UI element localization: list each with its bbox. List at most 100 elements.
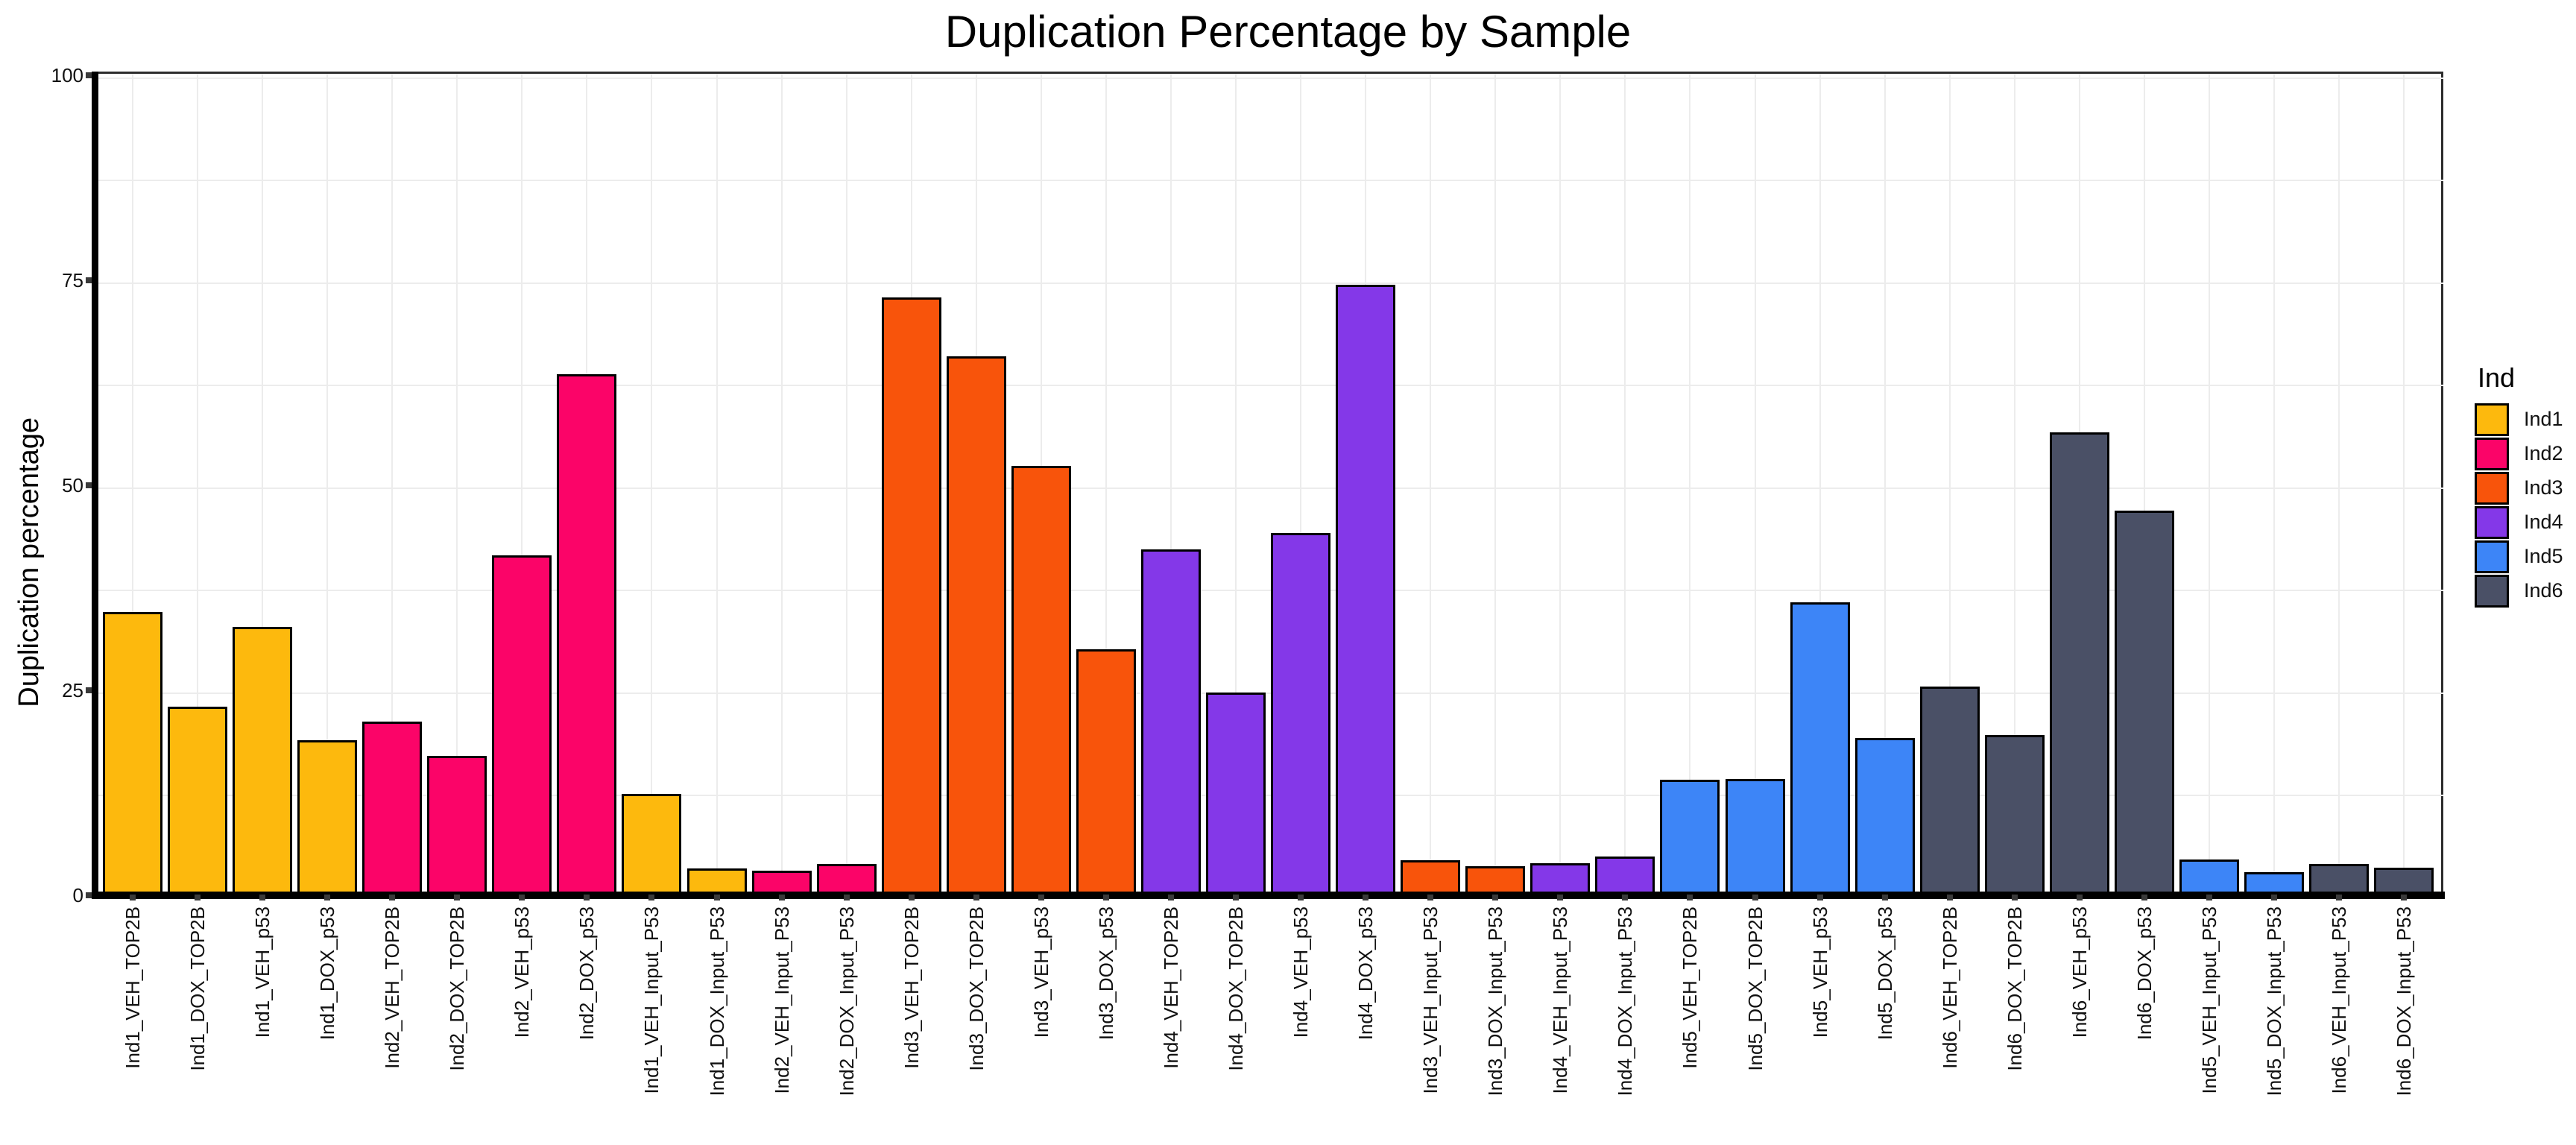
- bar-Ind1_VEH_p53: [233, 627, 292, 894]
- v-gridline: [1494, 74, 1496, 897]
- legend-swatch-Ind5: [2475, 540, 2509, 573]
- x-tick-mark: [844, 895, 850, 900]
- x-tick-label-Ind5_VEH_p53: Ind5_VEH_p53: [1809, 906, 1831, 1038]
- legend-swatch-Ind3: [2475, 471, 2509, 505]
- bar-Ind2_DOX_p53: [557, 374, 616, 894]
- x-tick-mark: [324, 895, 330, 900]
- bar-Ind3_VEH_Input_P53: [1401, 860, 1460, 894]
- x-tick-label-Ind6_DOX_TOP2B: Ind6_DOX_TOP2B: [2004, 906, 2026, 1071]
- x-tick-mark: [1427, 895, 1433, 900]
- x-tick-label-Ind4_VEH_TOP2B: Ind4_VEH_TOP2B: [1160, 906, 1182, 1069]
- x-tick-mark: [1168, 895, 1174, 900]
- legend: Ind Ind1 Ind2 Ind3 Ind4 Ind5 Ind6: [2470, 362, 2563, 610]
- v-gridline: [1105, 74, 1107, 897]
- bar-Ind6_DOX_TOP2B: [1985, 735, 2045, 894]
- bar-Ind1_VEH_TOP2B: [103, 612, 162, 894]
- bar-Ind4_VEH_TOP2B: [1141, 549, 1201, 894]
- h-gridline: [98, 78, 2443, 79]
- v-gridline: [1755, 74, 1756, 897]
- bar-Ind3_VEH_p53: [1011, 466, 1071, 894]
- x-tick-label-Ind6_VEH_Input_P53: Ind6_VEH_Input_P53: [2328, 906, 2350, 1094]
- bar-Ind6_VEH_p53: [2050, 432, 2109, 894]
- x-tick-mark: [1363, 895, 1368, 900]
- bar-Ind5_VEH_TOP2B: [1660, 780, 1720, 894]
- bar-Ind1_DOX_p53: [297, 740, 357, 894]
- x-tick-mark: [1492, 895, 1498, 900]
- x-tick-mark: [779, 895, 785, 900]
- x-tick-label-Ind5_VEH_TOP2B: Ind5_VEH_TOP2B: [1679, 906, 1701, 1069]
- x-tick-label-Ind2_DOX_Input_P53: Ind2_DOX_Input_P53: [836, 906, 858, 1097]
- v-gridline: [1689, 74, 1690, 897]
- bar-Ind1_DOX_TOP2B: [168, 707, 227, 894]
- x-tick-mark: [714, 895, 720, 900]
- x-tick-mark: [1038, 895, 1044, 900]
- x-tick-mark: [1103, 895, 1109, 900]
- legend-label: Ind2: [2524, 442, 2563, 464]
- bar-Ind6_VEH_TOP2B: [1920, 687, 1980, 894]
- x-tick-label-Ind4_VEH_p53: Ind4_VEH_p53: [1289, 906, 1312, 1038]
- v-gridline: [2273, 74, 2275, 897]
- x-tick-mark: [2206, 895, 2212, 900]
- bar-Ind3_DOX_TOP2B: [947, 356, 1006, 894]
- x-tick-label-Ind3_VEH_p53: Ind3_VEH_p53: [1030, 906, 1052, 1038]
- v-gridline: [2403, 74, 2405, 897]
- x-tick-label-Ind2_DOX_p53: Ind2_DOX_p53: [575, 906, 598, 1041]
- v-gridline: [651, 74, 652, 897]
- x-tick-label-Ind6_VEH_p53: Ind6_VEH_p53: [2068, 906, 2091, 1038]
- x-tick-mark: [2401, 895, 2407, 900]
- y-axis-title: Duplication percentage: [13, 417, 45, 707]
- y-tick-label: 25: [62, 679, 83, 701]
- bar-Ind3_VEH_TOP2B: [882, 297, 941, 894]
- x-tick-label-Ind3_DOX_p53: Ind3_DOX_p53: [1095, 906, 1117, 1041]
- x-tick-label-Ind6_DOX_Input_P53: Ind6_DOX_Input_P53: [2393, 906, 2415, 1097]
- bar-Ind4_VEH_p53: [1271, 533, 1330, 894]
- x-tick-mark: [195, 895, 201, 900]
- x-tick-label-Ind3_DOX_TOP2B: Ind3_DOX_TOP2B: [965, 906, 988, 1071]
- bar-Ind2_VEH_p53: [492, 555, 552, 894]
- h-gridline: [98, 180, 2443, 181]
- plot-panel: [98, 72, 2443, 897]
- v-gridline: [197, 74, 198, 897]
- x-tick-label-Ind4_DOX_TOP2B: Ind4_DOX_TOP2B: [1225, 906, 1247, 1071]
- x-tick-mark: [1557, 895, 1563, 900]
- x-tick-mark: [1233, 895, 1239, 900]
- v-gridline: [1300, 74, 1301, 897]
- v-gridline: [2144, 74, 2145, 897]
- x-tick-label-Ind5_DOX_p53: Ind5_DOX_p53: [1874, 906, 1896, 1041]
- x-tick-mark: [1622, 895, 1628, 900]
- v-gridline: [1235, 74, 1237, 897]
- h-gridline: [98, 283, 2443, 284]
- legend-swatch-Ind6: [2475, 574, 2509, 608]
- x-tick-mark: [648, 895, 654, 900]
- x-tick-mark: [2336, 895, 2342, 900]
- bar-Ind2_VEH_Input_P53: [752, 871, 812, 894]
- v-gridline: [2209, 74, 2210, 897]
- v-gridline: [456, 74, 458, 897]
- y-tick-mark: [86, 277, 92, 283]
- x-tick-mark: [259, 895, 265, 900]
- x-tick-mark: [519, 895, 525, 900]
- legend-item-Ind1: Ind1: [2470, 403, 2563, 436]
- x-tick-label-Ind1_DOX_TOP2B: Ind1_DOX_TOP2B: [186, 906, 209, 1071]
- x-tick-label-Ind1_VEH_Input_P53: Ind1_VEH_Input_P53: [640, 906, 663, 1094]
- x-tick-mark: [909, 895, 915, 900]
- v-gridline: [1559, 74, 1561, 897]
- v-gridline: [1884, 74, 1886, 897]
- legend-label: Ind3: [2524, 476, 2563, 499]
- bar-Ind1_DOX_Input_P53: [687, 868, 747, 894]
- legend-item-Ind6: Ind6: [2470, 574, 2563, 608]
- x-tick-label-Ind4_VEH_Input_P53: Ind4_VEH_Input_P53: [1549, 906, 1571, 1094]
- v-gridline: [2338, 74, 2340, 897]
- x-tick-label-Ind6_VEH_TOP2B: Ind6_VEH_TOP2B: [1939, 906, 1961, 1069]
- x-tick-label-Ind3_VEH_TOP2B: Ind3_VEH_TOP2B: [900, 906, 923, 1069]
- bar-Ind6_DOX_Input_P53: [2374, 868, 2434, 894]
- bar-Ind2_DOX_Input_P53: [817, 864, 877, 894]
- x-tick-mark: [454, 895, 460, 900]
- bar-Ind3_DOX_p53: [1076, 649, 1136, 894]
- y-tick-mark: [86, 892, 92, 898]
- chart-title: Duplication Percentage by Sample: [944, 7, 1632, 57]
- y-tick-label: 50: [62, 474, 83, 496]
- y-tick-label: 100: [51, 64, 83, 86]
- x-tick-mark: [1298, 895, 1304, 900]
